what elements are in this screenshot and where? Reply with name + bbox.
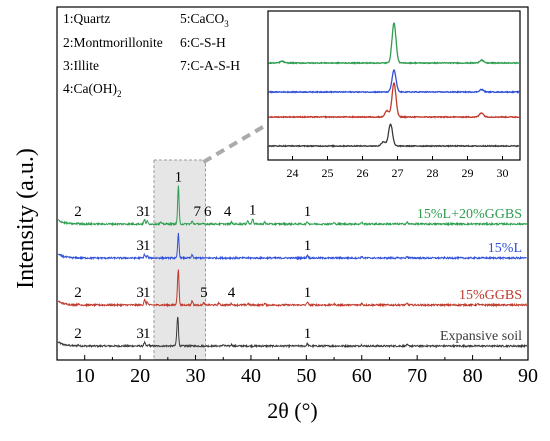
- peak-label: 3: [136, 204, 144, 220]
- x-tick-label: 90: [518, 365, 538, 387]
- peak-label: 3: [136, 285, 144, 301]
- legend-entry: 1:Quartz: [63, 11, 110, 26]
- peak-label: 3: [136, 238, 144, 254]
- peak-label: 4: [224, 204, 232, 220]
- peak-label: 1: [249, 203, 257, 219]
- y-axis-label: Intensity (a.u.): [13, 148, 39, 289]
- x-axis-label: 2θ (°): [267, 398, 318, 423]
- inset-x-tick-label: 25: [322, 166, 334, 180]
- series-line: [57, 185, 528, 227]
- peak-label: 5: [200, 285, 208, 301]
- inset-frame: [267, 10, 521, 161]
- legend-name: Montmorillonite: [74, 35, 163, 50]
- legend-number: 3:: [63, 58, 74, 73]
- peak-label: 6: [204, 204, 212, 220]
- zoom-region: [153, 159, 207, 361]
- legend-name: Ca(OH): [74, 81, 118, 96]
- inset-series-line: [268, 22, 519, 65]
- inset-x-tick-label: 24: [287, 166, 299, 180]
- series-name-label: Expansive soil: [440, 329, 522, 344]
- peak-label: 2: [74, 326, 82, 342]
- series-line: [57, 269, 528, 308]
- peak-label: 2: [74, 204, 82, 220]
- legend-number: 5:: [180, 11, 191, 26]
- series-line: [57, 316, 528, 349]
- x-tick-label: 20: [130, 365, 150, 387]
- x-tick-label: 50: [296, 365, 316, 387]
- legend-entry: 2:Montmorillonite: [63, 35, 163, 50]
- legend-entry: 3:Illite: [63, 58, 99, 73]
- peak-label: 2: [74, 285, 82, 301]
- series-line: [57, 232, 527, 261]
- peak-label: 1: [304, 326, 312, 342]
- legend-entry: 5:CaCO3: [180, 11, 229, 29]
- legend-number: 7:: [180, 58, 191, 73]
- x-tick-label: 60: [352, 365, 372, 387]
- legend-subscript: 3: [224, 19, 229, 29]
- series-name-label: 15%GGBS: [459, 288, 522, 303]
- legend-name: Quartz: [74, 11, 111, 26]
- peak-label: 1: [143, 204, 151, 220]
- legend-name: C-S-H: [191, 35, 227, 50]
- legend-subscript: 2: [117, 89, 122, 99]
- peak-label: 1: [304, 238, 312, 254]
- x-tick-label: 80: [463, 365, 483, 387]
- peak-label: 1: [175, 170, 183, 186]
- x-tick-label: 30: [186, 365, 206, 387]
- inset-series-line: [268, 123, 519, 148]
- peak-label: 1: [143, 238, 151, 254]
- legend-number: 6:: [180, 35, 191, 50]
- legend-entry: 4:Ca(OH)2: [63, 81, 122, 99]
- legend-name: C-A-S-H: [191, 58, 241, 73]
- plot-frame: [56, 6, 529, 361]
- peak-label: 4: [228, 285, 236, 301]
- legend-name: CaCO: [191, 11, 225, 26]
- legend-entry: 6:C-S-H: [180, 35, 226, 50]
- legend-number: 2:: [63, 35, 74, 50]
- peak-label: 1: [143, 285, 151, 301]
- peak-label: 3: [136, 326, 144, 342]
- inset-x-tick-label: 29: [462, 166, 474, 180]
- series-name-label: 15%L+20%GGBS: [417, 207, 522, 222]
- inset-series-line: [268, 82, 520, 119]
- peak-label: 1: [143, 326, 151, 342]
- inset-x-tick-label: 28: [427, 166, 439, 180]
- x-tick-label: 10: [75, 365, 95, 387]
- peak-label: 1: [304, 204, 312, 220]
- legend-entry: 7:C-A-S-H: [180, 58, 240, 73]
- inset-series-line: [268, 69, 520, 94]
- legend-number: 4:: [63, 81, 74, 96]
- legend-number: 1:: [63, 11, 74, 26]
- inset-x-tick-label: 30: [497, 166, 509, 180]
- series-name-label: 15%L: [488, 241, 522, 256]
- peak-label: 1: [304, 285, 312, 301]
- x-tick-label: 70: [407, 365, 427, 387]
- x-tick-label: 40: [241, 365, 261, 387]
- legend-name: Illite: [74, 58, 100, 73]
- inset-x-tick-label: 26: [357, 166, 369, 180]
- peak-label: 7: [193, 204, 201, 220]
- inset-x-tick-label: 27: [392, 166, 404, 180]
